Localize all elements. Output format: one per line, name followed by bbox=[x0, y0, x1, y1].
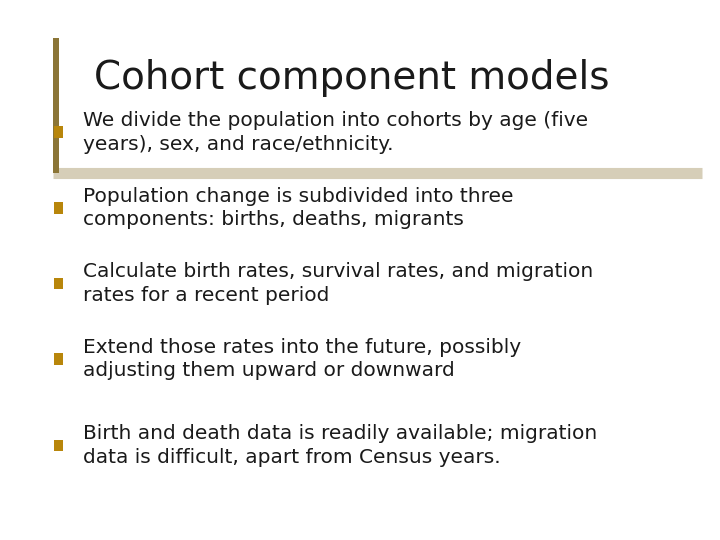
Text: Extend those rates into the future, possibly
adjusting them upward or downward: Extend those rates into the future, poss… bbox=[83, 338, 521, 380]
Text: Calculate birth rates, survival rates, and migration
rates for a recent period: Calculate birth rates, survival rates, a… bbox=[83, 262, 593, 305]
Text: Population change is subdivided into three
components: births, deaths, migrants: Population change is subdivided into thr… bbox=[83, 187, 513, 229]
Bar bbox=[54, 353, 63, 365]
Bar bbox=[54, 202, 63, 214]
Bar bbox=[54, 126, 63, 138]
Text: We divide the population into cohorts by age (five
years), sex, and race/ethnici: We divide the population into cohorts by… bbox=[83, 111, 588, 153]
Bar bbox=[54, 278, 63, 289]
Bar bbox=[53, 38, 59, 173]
Bar bbox=[54, 440, 63, 451]
Text: Birth and death data is readily available; migration
data is difficult, apart fr: Birth and death data is readily availabl… bbox=[83, 424, 597, 467]
Text: Cohort component models: Cohort component models bbox=[94, 59, 609, 97]
